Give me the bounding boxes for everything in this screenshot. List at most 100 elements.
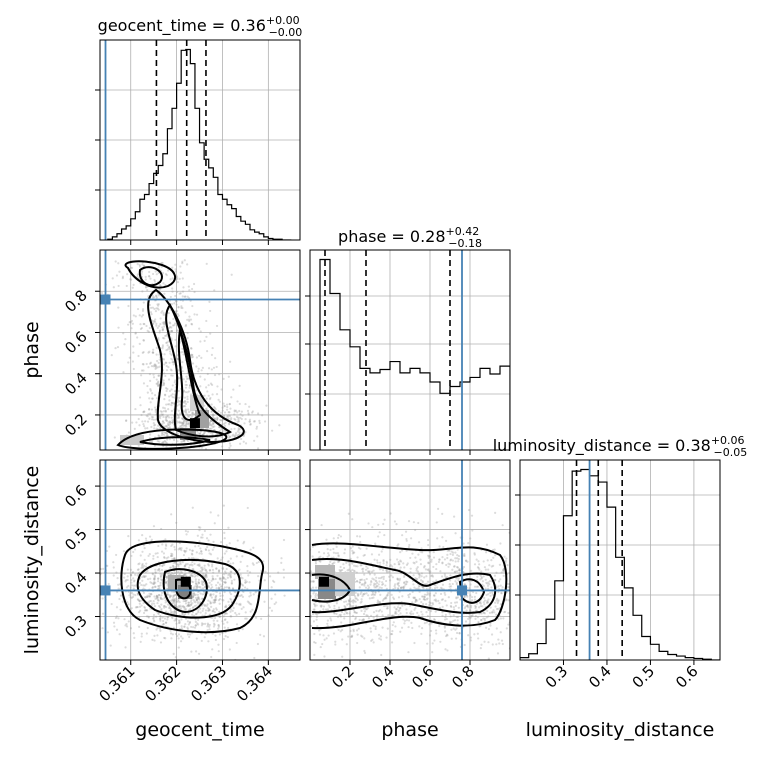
scatter-point <box>127 323 130 326</box>
scatter-point <box>181 421 184 425</box>
scatter-point <box>369 614 373 617</box>
scatter-point <box>370 553 374 556</box>
scatter-point <box>444 575 447 578</box>
scatter-point <box>426 538 430 542</box>
scatter-point <box>446 649 449 652</box>
scatter-point <box>211 610 214 613</box>
scatter-point <box>191 411 194 414</box>
scatter-point <box>149 379 152 382</box>
scatter-point <box>468 587 471 590</box>
scatter-point <box>453 570 456 574</box>
y-tick-label: 0.4 <box>61 568 91 598</box>
scatter-point <box>163 393 167 396</box>
scatter-point <box>370 593 373 597</box>
scatter-point <box>174 656 177 659</box>
scatter-point <box>217 599 221 602</box>
scatter-point <box>391 629 394 633</box>
scatter-point <box>198 327 201 330</box>
scatter-point <box>217 398 220 401</box>
scatter-point <box>136 593 140 596</box>
scatter-point <box>138 581 142 585</box>
scatter-point <box>453 565 456 568</box>
scatter-point <box>184 563 188 566</box>
scatter-point <box>229 598 233 601</box>
scatter-point <box>455 596 458 599</box>
scatter-point <box>215 433 218 436</box>
scatter-point <box>356 641 359 645</box>
scatter-point <box>222 377 225 380</box>
scatter-point <box>150 582 153 585</box>
scatter-point <box>229 435 232 438</box>
scatter-point <box>132 283 135 286</box>
scatter-point <box>145 583 148 586</box>
scatter-point <box>245 617 248 620</box>
scatter-point <box>256 412 260 415</box>
scatter-point <box>358 581 361 584</box>
scatter-point <box>439 592 443 596</box>
scatter-point <box>401 595 404 598</box>
scatter-point <box>155 346 158 349</box>
scatter-point <box>163 433 166 436</box>
scatter-point <box>168 321 171 324</box>
scatter-point <box>155 628 158 631</box>
scatter-point <box>143 323 146 326</box>
scatter-point <box>427 608 430 611</box>
scatter-point <box>475 558 478 561</box>
scatter-point <box>451 568 454 571</box>
scatter-point <box>356 535 359 538</box>
scatter-point <box>257 560 260 564</box>
scatter-point <box>126 568 129 571</box>
scatter-point <box>202 572 205 575</box>
scatter-point <box>391 576 394 579</box>
scatter-point <box>152 602 156 605</box>
scatter-point <box>230 396 233 399</box>
scatter-point <box>337 560 340 563</box>
scatter-point <box>189 607 192 611</box>
scatter-point <box>183 625 186 628</box>
scatter-point <box>183 404 186 408</box>
scatter-point <box>151 416 155 419</box>
scatter-point <box>444 613 447 616</box>
scatter-point <box>134 407 137 411</box>
scatter-point <box>95 580 97 582</box>
scatter-point <box>200 624 204 627</box>
scatter-point <box>180 635 183 638</box>
scatter-point <box>246 506 249 510</box>
scatter-point <box>200 597 204 600</box>
scatter-point <box>448 582 451 586</box>
scatter-point <box>378 568 382 571</box>
scatter-point <box>144 609 147 612</box>
scatter-point <box>235 613 238 616</box>
scatter-point <box>155 594 159 597</box>
scatter-point <box>144 575 147 578</box>
scatter-point <box>152 296 156 299</box>
scatter-point <box>106 631 110 634</box>
scatter-point <box>186 562 189 566</box>
scatter-point <box>483 603 486 606</box>
scatter-point <box>197 597 201 600</box>
scatter-point <box>155 615 158 618</box>
scatter-point <box>222 504 226 507</box>
scatter-point <box>160 591 164 594</box>
scatter-point <box>458 569 462 572</box>
scatter-point <box>159 617 162 620</box>
scatter-point <box>159 415 162 418</box>
scatter-point <box>219 418 222 421</box>
scatter-point <box>472 590 475 594</box>
scatter-point <box>168 596 171 599</box>
scatter-point <box>412 561 415 564</box>
scatter-point <box>362 593 365 596</box>
scatter-point <box>485 593 488 597</box>
scatter-point <box>371 638 374 641</box>
scatter-point <box>234 418 237 421</box>
scatter-point <box>181 347 184 350</box>
scatter-point <box>228 423 231 426</box>
scatter-point <box>151 351 154 354</box>
scatter-point <box>159 427 162 430</box>
scatter-point <box>147 366 150 369</box>
scatter-point <box>238 568 241 571</box>
scatter-point <box>180 625 183 628</box>
panel-title-phase: phase = 0.28+0.42 −0.18 <box>338 225 482 250</box>
scatter-point <box>161 433 164 436</box>
mode-marker <box>189 418 200 429</box>
